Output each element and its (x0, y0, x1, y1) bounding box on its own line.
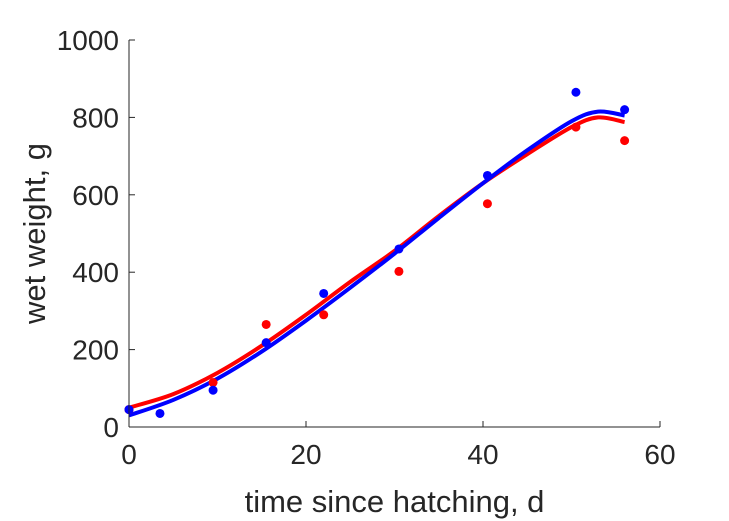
fit-line-series-2 (128, 115, 626, 410)
data-point-series-0 (319, 310, 329, 320)
data-point-series-1 (155, 408, 165, 418)
y-tick-label: 800 (72, 102, 119, 133)
data-point-series-0 (394, 266, 404, 276)
fit-line-series-3 (128, 109, 625, 418)
y-tick-label: 200 (72, 335, 119, 366)
data-point-series-1 (208, 385, 218, 395)
y-tick-label: 1000 (57, 25, 119, 56)
data-point-series-1 (319, 288, 329, 298)
data-point-series-0 (620, 136, 630, 146)
y-tick-label: 400 (72, 257, 119, 288)
data-point-series-0 (208, 377, 218, 387)
data-point-series-1 (620, 105, 630, 115)
x-axis-title: time since hatching, d (245, 484, 545, 519)
data-point-series-1 (571, 87, 581, 97)
y-tick-label: 600 (72, 180, 119, 211)
axes (128, 40, 660, 428)
data-point-series-1 (482, 170, 492, 180)
data-point-series-0 (482, 199, 492, 209)
plot-area (124, 87, 630, 418)
x-tick-label: 60 (644, 439, 675, 470)
y-tick-label: 0 (103, 412, 119, 443)
data-point-series-0 (571, 122, 581, 132)
data-point-series-0 (261, 319, 271, 329)
data-point-series-1 (394, 244, 404, 254)
x-tick-label: 40 (467, 439, 498, 470)
x-tick-label: 0 (121, 439, 137, 470)
data-point-series-1 (261, 338, 271, 348)
x-tick-label: 20 (290, 439, 321, 470)
y-axis-title: wet weight, g (17, 143, 52, 325)
